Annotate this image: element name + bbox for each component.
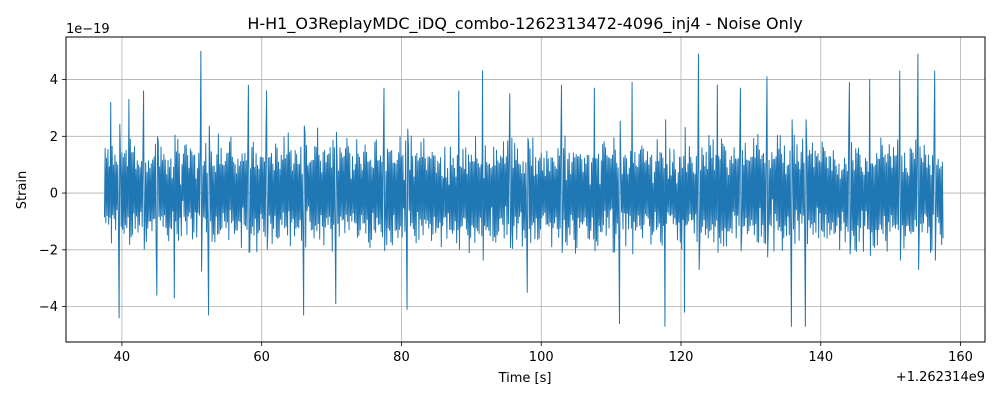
x-tick-label: 80 (393, 350, 410, 365)
y-tick-label: 0 (50, 187, 58, 202)
plot-area (103, 50, 944, 327)
strain-series-line (103, 50, 944, 327)
y-tick-label: −4 (39, 300, 58, 315)
x-tick-label: 40 (114, 350, 131, 365)
x-axis-ticks: 40 60 80 100 120 140 160 (114, 342, 973, 365)
x-axis-label: Time [s] (498, 371, 552, 386)
x-tick-label: 120 (669, 350, 694, 365)
x-tick-label: 60 (253, 350, 270, 365)
y-axis-label: Strain (15, 171, 30, 210)
x-tick-label: 100 (529, 350, 554, 365)
y-axis-ticks: −4 −2 0 2 4 (39, 73, 66, 315)
x-axis-offset-label: +1.262314e9 (896, 370, 985, 385)
axes-frame (65, 36, 986, 343)
y-tick-label: 2 (50, 130, 58, 145)
y-tick-label: −2 (39, 243, 58, 258)
y-tick-label: 4 (50, 73, 58, 88)
x-tick-label: 140 (808, 350, 833, 365)
x-tick-label: 160 (948, 350, 973, 365)
y-axis-scale-label: 1e−19 (66, 22, 110, 37)
chart-title: H-H1_O3ReplayMDC_iDQ_combo-1262313472-40… (247, 14, 802, 34)
